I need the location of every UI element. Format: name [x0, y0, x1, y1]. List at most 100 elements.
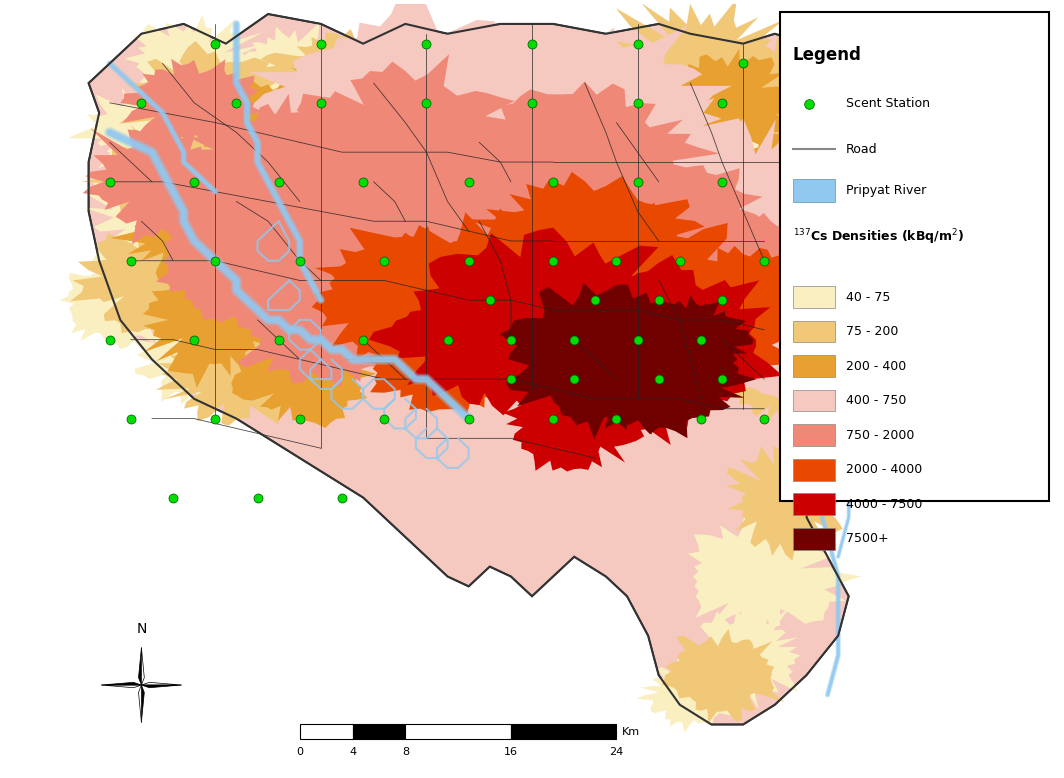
Polygon shape: [619, 296, 753, 386]
Polygon shape: [120, 59, 263, 146]
Polygon shape: [517, 63, 767, 260]
Polygon shape: [747, 103, 868, 220]
Polygon shape: [648, 208, 846, 349]
Text: Pripyat River: Pripyat River: [846, 184, 926, 197]
Polygon shape: [646, 118, 844, 282]
Polygon shape: [763, 63, 890, 206]
Polygon shape: [343, 71, 629, 288]
Polygon shape: [751, 205, 869, 324]
Polygon shape: [499, 282, 713, 440]
Text: 2000 - 4000: 2000 - 4000: [846, 463, 921, 476]
Bar: [793, 528, 835, 549]
Polygon shape: [800, 222, 901, 338]
Bar: [352, 724, 405, 739]
Text: 0: 0: [296, 747, 303, 757]
Polygon shape: [155, 330, 315, 426]
Polygon shape: [83, 128, 246, 244]
Polygon shape: [689, 607, 800, 710]
Bar: [793, 179, 835, 202]
Polygon shape: [767, 243, 893, 351]
Polygon shape: [503, 363, 649, 471]
Polygon shape: [722, 35, 865, 156]
Polygon shape: [592, 270, 796, 409]
Polygon shape: [164, 94, 370, 228]
Bar: [793, 424, 835, 446]
Polygon shape: [101, 685, 142, 688]
Bar: [793, 286, 835, 308]
Polygon shape: [307, 139, 588, 319]
Text: 7500+: 7500+: [846, 532, 888, 545]
Polygon shape: [250, 0, 591, 187]
Text: Legend: Legend: [793, 47, 862, 65]
Polygon shape: [315, 209, 687, 400]
Polygon shape: [579, 317, 757, 438]
Polygon shape: [60, 249, 195, 349]
Polygon shape: [230, 254, 422, 387]
Text: 400 - 750: 400 - 750: [846, 394, 905, 407]
Polygon shape: [132, 309, 260, 407]
Polygon shape: [88, 14, 891, 724]
Polygon shape: [273, 42, 460, 166]
Bar: [793, 321, 835, 342]
Polygon shape: [662, 629, 784, 723]
Text: 750 - 2000: 750 - 2000: [846, 429, 914, 442]
Polygon shape: [410, 168, 655, 350]
Polygon shape: [83, 158, 210, 281]
Polygon shape: [414, 227, 686, 415]
Polygon shape: [719, 330, 857, 433]
Polygon shape: [142, 682, 182, 685]
Polygon shape: [522, 310, 719, 445]
Polygon shape: [434, 25, 732, 181]
Polygon shape: [184, 140, 408, 302]
Text: 4000 - 7500: 4000 - 7500: [846, 498, 921, 510]
Polygon shape: [459, 82, 719, 248]
Text: Road: Road: [846, 142, 877, 156]
Polygon shape: [119, 41, 304, 164]
Text: 4: 4: [349, 747, 356, 757]
Polygon shape: [231, 334, 376, 428]
Polygon shape: [70, 223, 229, 338]
Polygon shape: [101, 682, 142, 685]
Polygon shape: [636, 657, 738, 733]
Polygon shape: [312, 226, 503, 364]
Polygon shape: [717, 268, 865, 410]
Polygon shape: [142, 685, 145, 723]
Bar: [300, 724, 352, 739]
Bar: [793, 356, 835, 377]
Polygon shape: [587, 0, 803, 124]
Text: 8: 8: [402, 747, 409, 757]
Text: $^{137}$Cs Densities (kBq/m$^2$): $^{137}$Cs Densities (kBq/m$^2$): [793, 227, 964, 247]
Polygon shape: [81, 122, 247, 248]
Polygon shape: [288, 54, 527, 220]
Polygon shape: [369, 271, 566, 405]
Polygon shape: [462, 172, 704, 306]
Polygon shape: [660, 246, 826, 354]
Polygon shape: [264, 186, 494, 373]
Polygon shape: [726, 438, 850, 561]
Polygon shape: [177, 76, 369, 187]
Polygon shape: [626, 49, 798, 158]
Polygon shape: [138, 685, 142, 723]
Polygon shape: [687, 514, 862, 635]
Polygon shape: [193, 111, 435, 300]
Bar: [511, 724, 616, 739]
Text: 200 - 400: 200 - 400: [846, 359, 905, 373]
Text: N: N: [136, 622, 147, 636]
Polygon shape: [520, 255, 782, 428]
Polygon shape: [345, 301, 555, 414]
Polygon shape: [581, 183, 800, 341]
Text: 24: 24: [610, 747, 624, 757]
Polygon shape: [111, 177, 271, 289]
Polygon shape: [142, 647, 145, 685]
Polygon shape: [720, 169, 854, 274]
Bar: [405, 724, 511, 739]
Text: Scent Station: Scent Station: [846, 97, 930, 110]
Polygon shape: [142, 685, 182, 688]
Polygon shape: [68, 81, 213, 173]
Text: 16: 16: [504, 747, 518, 757]
Text: Km: Km: [621, 727, 639, 737]
Text: 40 - 75: 40 - 75: [846, 290, 890, 303]
Polygon shape: [247, 25, 437, 124]
Polygon shape: [746, 152, 886, 293]
Polygon shape: [559, 142, 766, 306]
